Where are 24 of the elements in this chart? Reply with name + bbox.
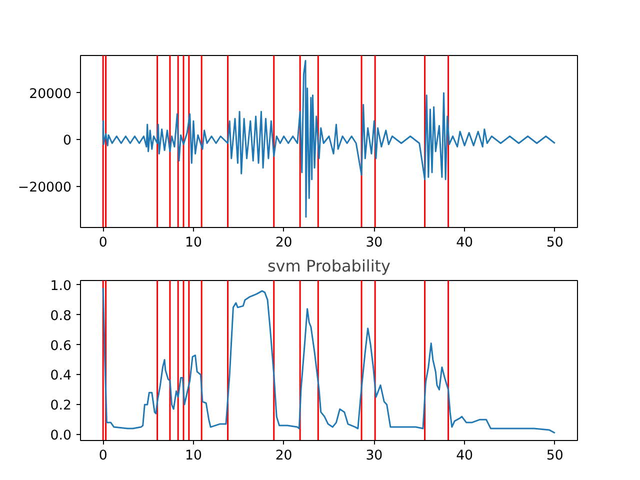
line-series [102,287,556,434]
x-tick-label: 0 [98,236,108,250]
chart-title: svm Probability [267,256,391,276]
y-tick-label: 1.0 [50,278,72,294]
y-tick-label: 0.4 [50,368,72,384]
y-tick-label: 0.8 [50,308,72,324]
y-tick-label: 0.6 [50,338,72,354]
y-tick-label: 20000 [29,86,72,102]
x-tick-label: 30 [366,236,383,250]
x-tick-label: 50 [546,236,564,250]
y-tick-label: 0.0 [50,428,72,444]
x-tick-label: 20 [275,236,292,250]
x-tick-label: 10 [184,448,202,464]
line-series [102,60,556,218]
y-tick-label: −20000 [18,180,72,196]
x-tick-label: 0 [98,448,108,464]
x-tick-label: 50 [546,448,564,464]
y-tick-label: 0 [63,134,72,149]
x-tick-label: 20 [275,448,292,464]
x-tick-label: 40 [456,448,474,464]
x-tick-label: 40 [456,236,474,250]
x-tick-label: 10 [184,236,202,250]
y-tick-label: 0.2 [50,398,72,414]
x-tick-label: 30 [366,448,383,464]
